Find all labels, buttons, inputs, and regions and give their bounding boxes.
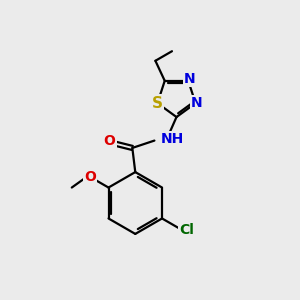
Text: NH: NH (161, 132, 184, 146)
Text: S: S (152, 96, 163, 111)
Text: O: O (104, 134, 116, 148)
Text: N: N (184, 72, 196, 86)
Text: N: N (191, 96, 203, 110)
Text: O: O (84, 170, 96, 184)
Text: Cl: Cl (179, 223, 194, 236)
